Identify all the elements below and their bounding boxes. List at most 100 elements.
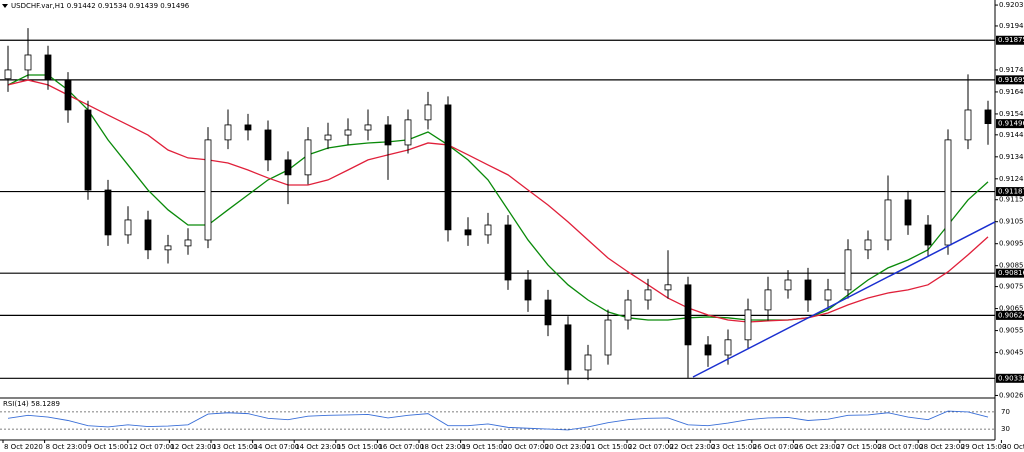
y-tick-label: 0.90755 — [999, 283, 1024, 291]
candle-body — [184, 239, 192, 247]
menu-arrow — [2, 4, 8, 8]
level-label-box — [996, 268, 1024, 278]
candle-body — [624, 299, 632, 321]
candle-body — [584, 354, 592, 371]
y-tick-label: 0.92035 — [999, 1, 1024, 9]
candle-body — [304, 139, 312, 176]
rsi-level-label: 70 — [1001, 408, 1010, 416]
trendline — [692, 221, 996, 378]
candle-body — [44, 54, 52, 81]
candle-body — [824, 289, 832, 301]
candle-body — [844, 249, 852, 291]
candle-body — [144, 219, 152, 251]
level-label: 0.90816 — [998, 269, 1024, 277]
candle-body — [384, 124, 392, 146]
x-tick-label: 19 Oct 15:00 — [462, 443, 508, 451]
candle-body — [464, 229, 472, 236]
candle-body — [904, 199, 912, 226]
candle-body — [344, 129, 352, 136]
candle-body — [784, 279, 792, 291]
x-tick-label: 22 Oct 07:00 — [628, 443, 674, 451]
candle-body — [804, 279, 812, 301]
candle-body — [264, 129, 272, 161]
rsi-level-label: 30 — [1001, 425, 1010, 433]
symbol: USDCHF.var,H1 — [11, 2, 65, 10]
level-label-box — [996, 187, 1024, 197]
candle-body — [564, 324, 572, 371]
level-label: 0.91875 — [998, 36, 1024, 44]
x-tick-label: 15 Oct 15:00 — [337, 443, 383, 451]
x-tick-label: 22 Oct 23:00 — [670, 443, 716, 451]
y-tick-label: 0.90455 — [999, 349, 1024, 357]
candle-body — [524, 279, 532, 301]
candle-body — [704, 344, 712, 356]
candle-body — [164, 245, 172, 251]
level-label-box — [996, 35, 1024, 45]
level-label-box — [996, 310, 1024, 320]
last-price-label: 0.91496 — [998, 120, 1024, 128]
x-tick-label: 28 Oct 07:00 — [878, 443, 924, 451]
x-tick-label: 14 Oct 07:00 — [254, 443, 300, 451]
candle-body — [944, 139, 952, 246]
candle-body — [544, 299, 552, 326]
level-label: 0.90338 — [998, 374, 1024, 382]
x-tick-label: 16 Oct 07:00 — [378, 443, 424, 451]
candle-body — [864, 239, 872, 251]
level-label: 0.90624 — [998, 311, 1024, 319]
candle-body — [884, 199, 892, 241]
header-low: 0.91439 — [129, 2, 158, 10]
candle-body — [744, 309, 752, 341]
x-tick-label: 23 Oct 15:00 — [711, 443, 757, 451]
candle-body — [24, 54, 32, 71]
candle-body — [244, 124, 252, 131]
candle-body — [484, 224, 492, 236]
x-tick-label: 18 Oct 23:00 — [420, 443, 466, 451]
candle-body — [604, 319, 612, 356]
header-open: 0.91442 — [67, 2, 96, 10]
candle-body — [504, 224, 512, 281]
x-tick-label: 12 Oct 07:00 — [129, 443, 175, 451]
candle-body — [404, 119, 412, 146]
x-tick-label: 8 Oct 2020 — [4, 443, 43, 451]
candle-body — [204, 139, 212, 241]
level-label-box — [996, 373, 1024, 383]
candle-body — [444, 104, 452, 231]
x-tick-label: 28 Oct 23:00 — [919, 443, 965, 451]
rsi-last: 58.1289 — [31, 400, 60, 408]
candle-body — [364, 124, 372, 131]
x-tick-label: 30 Oct 07:00 — [1002, 443, 1024, 451]
candle-body — [64, 79, 72, 111]
y-tick-label: 0.90555 — [999, 327, 1024, 335]
rsi-line — [7, 410, 989, 431]
candle-body — [984, 109, 992, 125]
candle-body — [4, 69, 12, 80]
x-tick-label: 13 Oct 15:00 — [212, 443, 258, 451]
level-label-box — [996, 75, 1024, 85]
candle-body — [644, 289, 652, 301]
x-tick-label: 29 Oct 15:00 — [961, 443, 1007, 451]
y-tick-label: 0.90655 — [999, 305, 1024, 313]
x-tick-label: 9 Oct 15:00 — [87, 443, 128, 451]
candle-body — [964, 109, 972, 141]
x-tick-label: 20 Oct 07:00 — [503, 443, 549, 451]
header-close: 0.91496 — [160, 2, 189, 10]
y-tick-label: 0.91245 — [999, 175, 1024, 183]
x-tick-label: 8 Oct 23:00 — [46, 443, 87, 451]
y-tick-label: 0.91345 — [999, 153, 1024, 161]
x-tick-label: 12 Oct 23:00 — [170, 443, 216, 451]
header-high: 0.91534 — [98, 2, 127, 10]
candle-body — [424, 104, 432, 121]
candle-body — [124, 219, 132, 236]
candle-body — [284, 159, 292, 176]
candle-body — [324, 134, 332, 141]
y-tick-label: 0.91445 — [999, 131, 1024, 139]
